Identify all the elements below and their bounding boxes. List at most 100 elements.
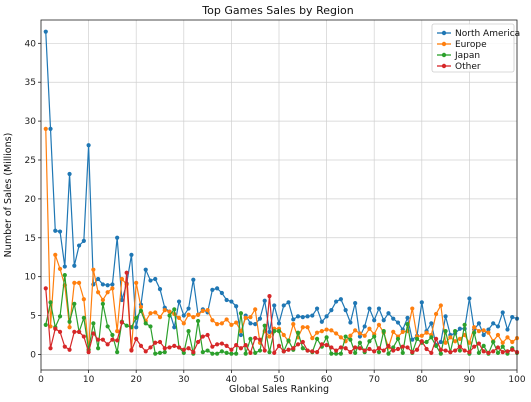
data-point: [229, 351, 234, 356]
data-point: [148, 278, 153, 283]
series-other: [43, 270, 520, 355]
data-point: [257, 337, 263, 342]
data-point: [267, 294, 272, 299]
data-point: [119, 297, 125, 303]
data-point: [324, 314, 329, 319]
data-point: [205, 308, 210, 313]
data-point: [438, 303, 443, 308]
data-point: [481, 332, 486, 338]
x-axis-ticks: 0 10 20 30 40 50 60 70 80 90 100: [38, 370, 526, 385]
data-point: [96, 337, 101, 342]
data-point: [176, 299, 182, 304]
data-point: [495, 345, 501, 350]
legend-swatch-marker: [441, 30, 447, 36]
data-point: [395, 320, 401, 325]
data-point: [43, 126, 48, 131]
data-point: [319, 329, 324, 334]
data-point: [162, 350, 167, 355]
data-point: [100, 301, 105, 306]
y-tick-label: 35: [25, 78, 36, 88]
data-point: [319, 319, 324, 324]
series-line: [45, 31, 518, 347]
data-point: [443, 329, 448, 334]
data-point: [419, 339, 424, 344]
data-point: [300, 325, 305, 330]
data-point: [338, 335, 343, 340]
data-point: [505, 335, 510, 340]
data-point: [433, 336, 439, 341]
data-point: [48, 126, 53, 131]
chart-title: Top Games Sales by Region: [201, 4, 353, 17]
data-point: [376, 350, 382, 355]
x-tick-label: 80: [416, 375, 428, 385]
data-point: [134, 336, 139, 341]
data-point: [91, 267, 96, 272]
data-point: [457, 344, 462, 349]
data-point: [334, 331, 339, 336]
data-point: [481, 328, 486, 333]
data-point: [424, 330, 429, 335]
data-point: [381, 318, 386, 323]
data-point: [53, 252, 58, 257]
data-point: [495, 350, 501, 355]
data-point: [167, 309, 172, 314]
data-point: [81, 334, 86, 339]
x-tick-label: 10: [83, 375, 95, 385]
data-point: [272, 329, 277, 334]
data-point: [343, 334, 348, 339]
data-point: [314, 306, 320, 311]
series-europe: [43, 126, 520, 352]
data-point: [248, 321, 253, 326]
data-point: [253, 350, 258, 355]
data-point: [305, 348, 310, 353]
legend-item: Europe: [437, 40, 487, 50]
data-point: [143, 349, 148, 354]
data-point: [457, 336, 462, 341]
data-point: [267, 334, 272, 339]
x-tick-label: 40: [226, 375, 238, 385]
data-point: [286, 347, 291, 352]
data-point: [476, 341, 482, 346]
y-axis-ticks: 0 5 10 15 20 25 30 35 40: [25, 39, 41, 360]
data-point: [267, 350, 272, 355]
data-point: [243, 315, 248, 320]
data-point: [91, 321, 96, 326]
y-tick-label: 40: [25, 39, 37, 49]
data-point: [72, 263, 77, 268]
data-point: [329, 308, 334, 313]
data-point: [248, 336, 253, 341]
data-point: [314, 336, 320, 341]
data-point: [186, 346, 191, 351]
y-tick-label: 15: [25, 234, 36, 244]
data-point: [229, 347, 234, 352]
data-point: [105, 324, 110, 329]
y-tick-label: 5: [30, 312, 36, 322]
data-point: [405, 345, 410, 350]
data-point: [357, 331, 363, 336]
y-tick-label: 10: [25, 273, 37, 283]
data-point: [462, 348, 467, 353]
data-point: [414, 347, 420, 352]
series-layer: [43, 29, 520, 356]
data-point: [500, 310, 505, 315]
data-point: [243, 351, 248, 356]
data-point: [372, 349, 377, 354]
data-point: [234, 351, 239, 356]
x-tick-label: 60: [321, 375, 333, 385]
data-point: [410, 306, 415, 311]
data-point: [210, 344, 215, 349]
data-point: [219, 321, 224, 326]
data-point: [310, 336, 315, 341]
x-tick-label: 90: [464, 375, 476, 385]
data-point: [367, 326, 372, 331]
data-point: [62, 273, 67, 278]
data-point: [472, 344, 477, 349]
data-point: [124, 270, 129, 275]
data-point: [96, 346, 101, 351]
data-point: [115, 338, 120, 343]
data-point: [376, 306, 382, 311]
data-point: [200, 308, 205, 313]
data-point: [243, 343, 248, 348]
data-point: [505, 327, 510, 332]
legend-swatch-marker: [441, 41, 447, 47]
